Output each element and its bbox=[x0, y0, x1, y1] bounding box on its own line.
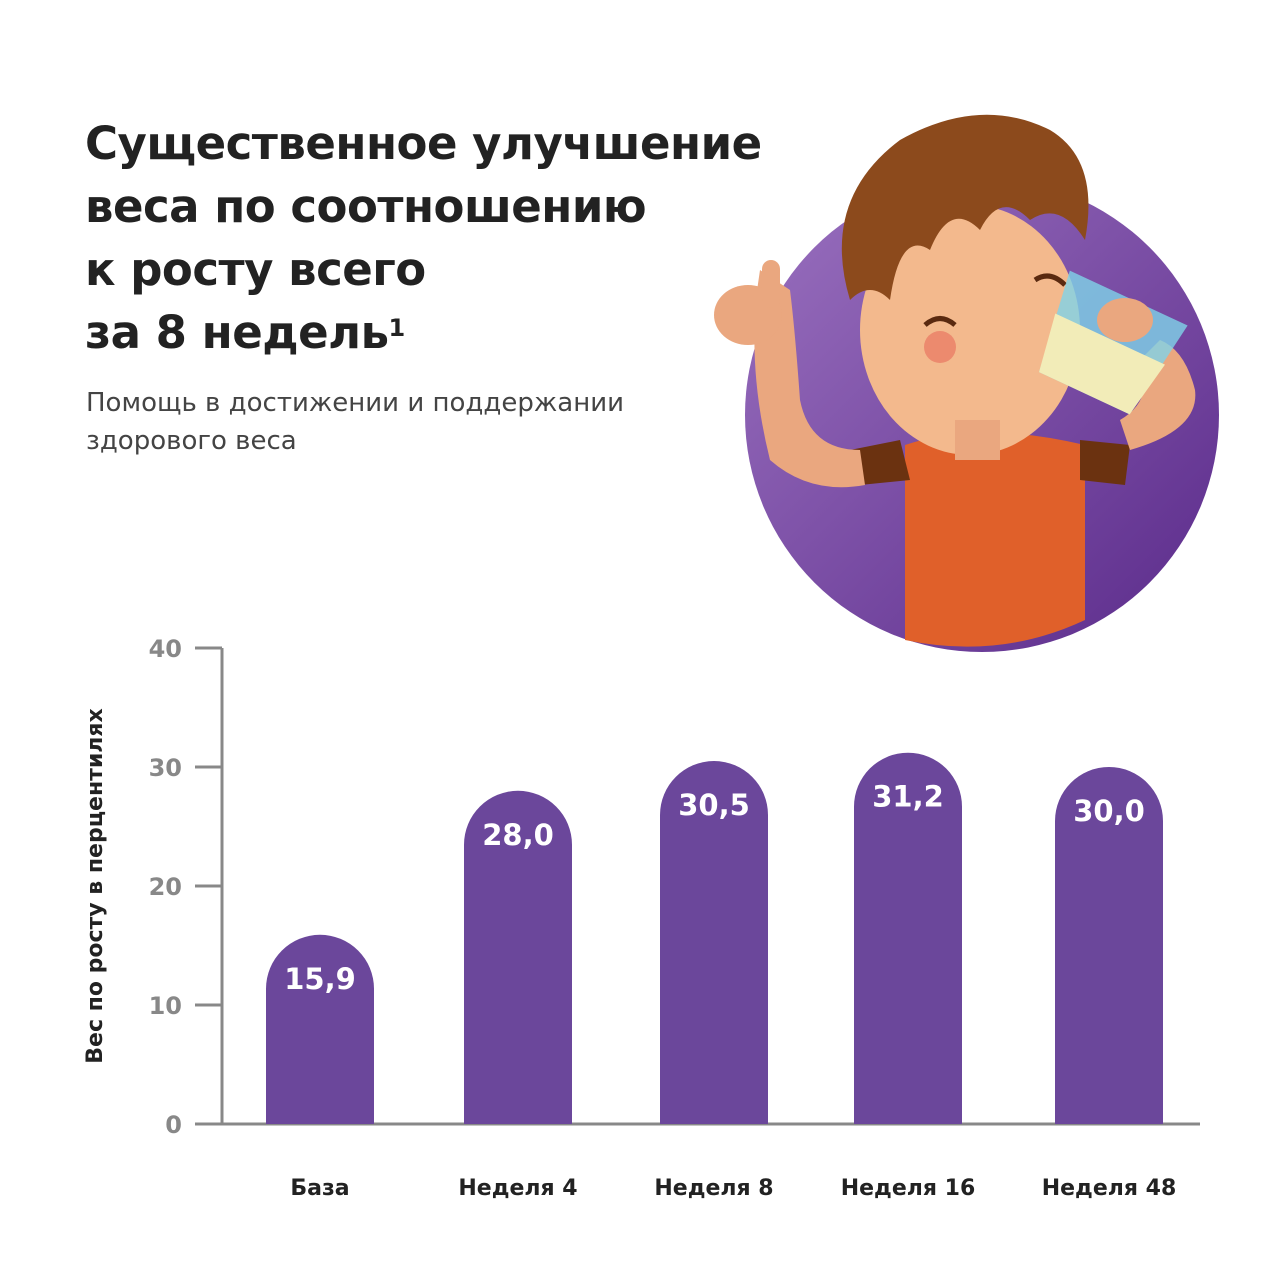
y-tick-label: 10 bbox=[149, 992, 182, 1020]
face bbox=[860, 205, 1080, 455]
title-line: за 8 недель1 bbox=[85, 301, 762, 364]
bar-value-label: 28,0 bbox=[482, 818, 554, 852]
page-title: Существенное улучшение веса по соотношен… bbox=[85, 112, 762, 364]
shirt-sleeves bbox=[850, 440, 1130, 485]
bar bbox=[266, 934, 374, 1124]
bar bbox=[464, 790, 572, 1124]
glass-of-milk bbox=[1039, 270, 1188, 415]
arm-left bbox=[754, 270, 865, 488]
cheek bbox=[924, 331, 956, 363]
x-category-label: Неделя 16 bbox=[841, 1176, 976, 1201]
x-category-label: Неделя 4 bbox=[458, 1176, 577, 1201]
bar-value-label: 15,9 bbox=[284, 962, 356, 996]
boy-drinking-illustration bbox=[714, 114, 1219, 652]
eye-closed-left bbox=[923, 316, 957, 327]
bar bbox=[1055, 767, 1163, 1124]
bar-value-label: 31,2 bbox=[872, 780, 944, 814]
footnote-marker: 1 bbox=[388, 314, 406, 342]
y-tick-label: 30 bbox=[149, 754, 182, 782]
neck bbox=[955, 420, 1000, 460]
y-tick-label: 20 bbox=[149, 873, 182, 901]
subtitle: Помощь в достижении и поддержании здоров… bbox=[86, 388, 625, 456]
y-tick-label: 40 bbox=[149, 635, 182, 663]
x-category-label: База bbox=[290, 1176, 349, 1201]
hand-on-glass bbox=[1097, 298, 1153, 342]
title-line: веса по соотношению bbox=[85, 180, 647, 233]
thumb bbox=[762, 260, 780, 308]
arm-right bbox=[1120, 340, 1196, 450]
bar-value-label: 30,5 bbox=[678, 788, 750, 822]
title-line-text: за 8 недель bbox=[85, 306, 389, 359]
title-line: Существенное улучшение bbox=[85, 117, 762, 170]
title-line: к росту всего bbox=[85, 243, 426, 296]
y-tick-label: 0 bbox=[165, 1111, 182, 1139]
shirt bbox=[905, 432, 1085, 647]
x-category-label: Неделя 48 bbox=[1042, 1176, 1177, 1201]
x-category-label: Неделя 8 bbox=[654, 1176, 773, 1201]
bar-value-label: 30,0 bbox=[1073, 794, 1145, 828]
hair bbox=[841, 114, 1089, 300]
bar bbox=[660, 761, 768, 1124]
y-axis-label: Вес по росту в перцентилях bbox=[83, 708, 108, 1064]
bar bbox=[854, 752, 963, 1124]
eye-closed-right bbox=[1033, 273, 1067, 287]
